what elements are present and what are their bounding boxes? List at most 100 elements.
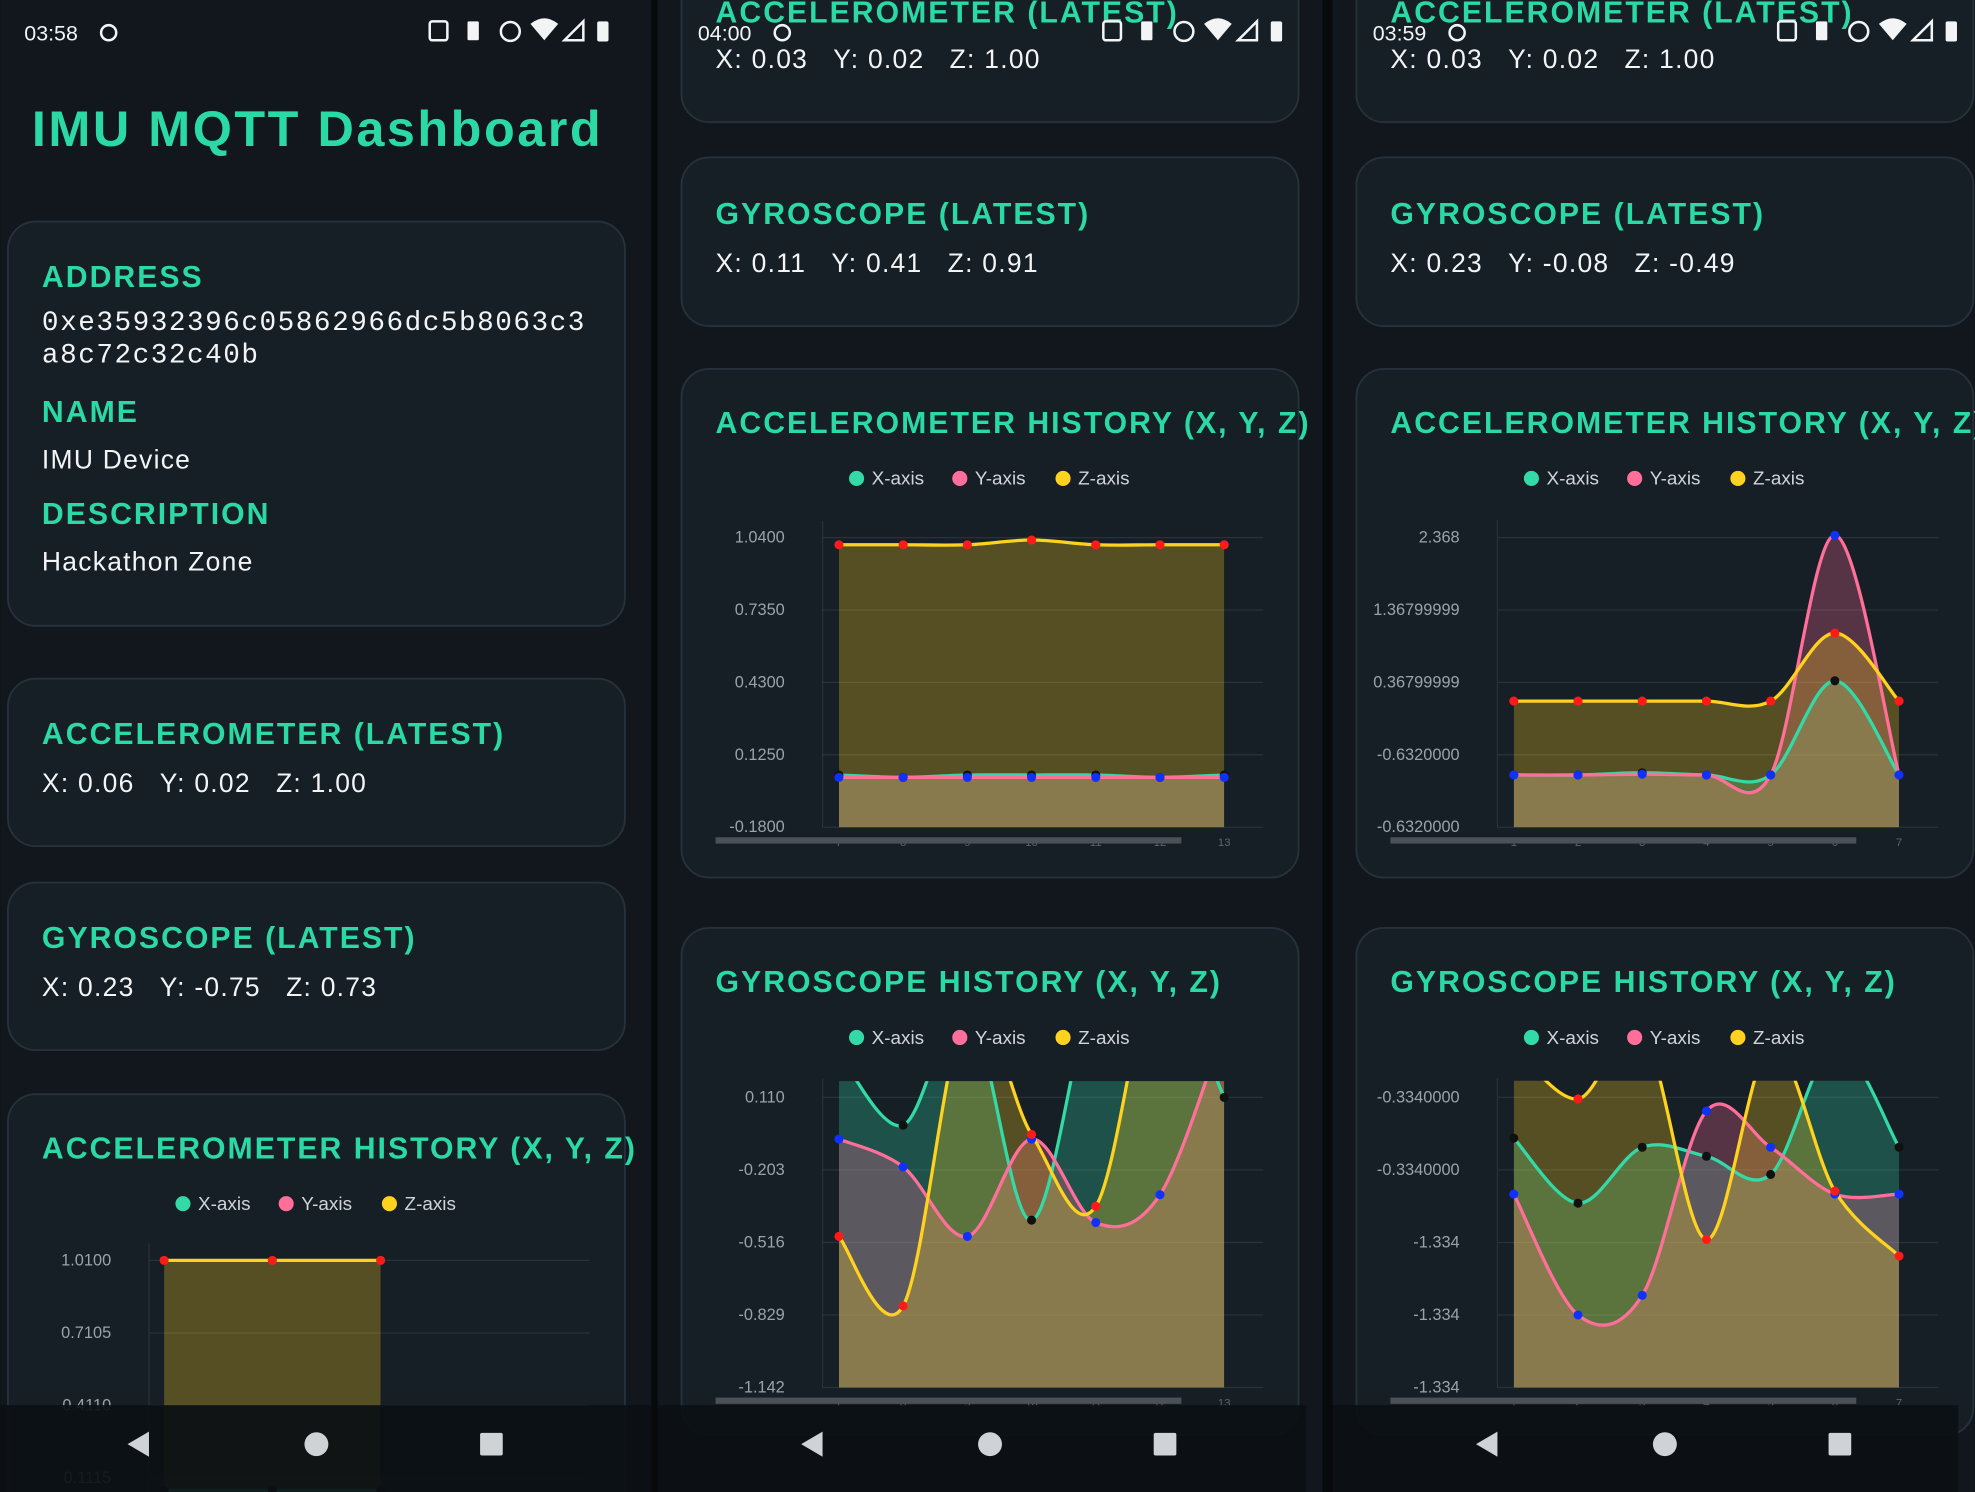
series-area: [838, 1081, 1225, 1388]
series-area: [838, 774, 1225, 828]
legend-swatch: [1523, 1029, 1539, 1046]
y-tick-label: 0.4300: [735, 673, 785, 691]
reading-value: Y: 0.02: [1508, 44, 1599, 74]
nav-recents[interactable]: [1828, 1432, 1852, 1456]
data-point: [1830, 676, 1840, 686]
data-point: [898, 540, 908, 550]
legend-swatch: [952, 1029, 968, 1046]
data-point: [1091, 772, 1101, 782]
status-dot: [99, 23, 118, 42]
scrollbar: [1390, 1397, 1857, 1404]
status-time: 03:59: [1373, 21, 1427, 45]
legend-label: Y-axis: [975, 1028, 1026, 1049]
card-title: GYROSCOPE (LATEST): [42, 922, 417, 955]
app-title: IMU MQTT Dashboard: [32, 100, 603, 157]
x-tick-label: 7: [1896, 1397, 1902, 1409]
separator: [651, 0, 658, 1492]
wifi-icon: [1878, 18, 1907, 41]
data-point: [1637, 1290, 1647, 1300]
nav-home[interactable]: [304, 1432, 329, 1457]
data-point: [1894, 1142, 1904, 1152]
data-point: [1637, 1142, 1647, 1152]
data-point: [1155, 1190, 1165, 1200]
legend-label: Z-axis: [1753, 1028, 1804, 1049]
y-tick-label: -1.334: [1413, 1233, 1459, 1251]
card: [6, 220, 626, 627]
data-point: [1637, 769, 1647, 779]
reading: X: 0.03 Y: 0.02 Z: 1.00: [716, 44, 1041, 74]
nfc-icon: [1776, 20, 1798, 42]
data-point: [1509, 696, 1519, 706]
data-point: [267, 1255, 277, 1265]
data-point: [1701, 1234, 1711, 1244]
nav-bar: [1332, 1405, 1959, 1492]
data-point: [1091, 1217, 1101, 1228]
plot-lines: [834, 1081, 1229, 1317]
series-area: [1513, 633, 1900, 828]
legend-label: Y-axis: [1650, 469, 1701, 490]
chart-title: ACCELEROMETER HISTORY (X, Y, Z): [1390, 407, 1975, 440]
nav-back[interactable]: [127, 1431, 149, 1457]
data-point: [834, 540, 844, 550]
chart-title: GYROSCOPE HISTORY (X, Y, Z): [1390, 966, 1896, 999]
reading-value: Y: -0.08: [1508, 248, 1609, 278]
data-point: [1509, 1133, 1519, 1143]
signal-icon: [1235, 18, 1259, 42]
x-tick-label: 7: [1896, 837, 1902, 849]
data-point: [1027, 1215, 1037, 1225]
nav-home[interactable]: [978, 1432, 1002, 1457]
reading-value: X: 0.06: [42, 768, 135, 798]
wifi-icon: [530, 18, 559, 41]
status-dot: [1448, 23, 1466, 42]
vibrate-icon: [1815, 21, 1828, 41]
card: [7, 1093, 626, 1492]
data-point: [834, 772, 844, 782]
data-point: [1091, 1201, 1101, 1211]
nav-recents[interactable]: [480, 1432, 503, 1456]
data-point: [898, 1120, 908, 1130]
data-point: [1766, 1142, 1776, 1152]
scrollbar: [1390, 837, 1857, 844]
legend-label: Y-axis: [975, 469, 1026, 490]
y-tick-label: 1.0400: [735, 529, 785, 547]
series-line: [1513, 533, 1901, 795]
data-point: [159, 1255, 169, 1265]
card: [6, 677, 626, 848]
chart-title: ACCELEROMETER HISTORY (X, Y, Z): [716, 407, 1311, 440]
series-area: [838, 540, 1225, 828]
data-point: [1509, 770, 1519, 780]
legend-swatch: [849, 470, 865, 487]
info-label: NAME: [42, 396, 139, 429]
reading: X: 0.23 Y: -0.08 Z: -0.49: [1390, 248, 1735, 278]
signal-icon: [1909, 18, 1934, 42]
chart-title: ACCELEROMETER HISTORY (X, Y, Z): [42, 1132, 637, 1165]
nav-back[interactable]: [1476, 1431, 1498, 1457]
reading-value: X: 0.23: [42, 972, 135, 1002]
y-tick-label: -1.334: [1413, 1306, 1459, 1324]
reading-value: Z: 1.00: [276, 768, 367, 798]
data-point: [1219, 1092, 1229, 1102]
plot-areas: [1513, 535, 1900, 828]
reading-value: X: 0.11: [716, 248, 807, 278]
nav-home[interactable]: [1652, 1432, 1677, 1457]
data-point: [1766, 696, 1776, 706]
legend-swatch: [1627, 470, 1643, 487]
data-point: [1573, 1094, 1583, 1104]
card-title: ACCELEROMETER (LATEST): [42, 718, 505, 751]
separator: [1322, 0, 1333, 1492]
data-point: [898, 772, 908, 782]
y-tick-label: 1.36799999: [1373, 601, 1459, 619]
nav-back[interactable]: [801, 1431, 823, 1457]
card-title: ACCELEROMETER (LATEST): [1390, 0, 1853, 30]
phone-panel: IMU MQTT Dashboard ADDRESS 0xe35932396c058…: [0, 18, 652, 1492]
data-point: [962, 772, 972, 782]
nav-recents[interactable]: [1153, 1432, 1177, 1456]
data-point: [1894, 1189, 1904, 1199]
card-title: ACCELEROMETER (LATEST): [716, 0, 1179, 30]
data-point: [1219, 540, 1229, 550]
series-area: [1513, 535, 1900, 828]
data-point: [962, 1231, 972, 1241]
data-point: [376, 1255, 386, 1265]
y-tick-label: -0.516: [738, 1233, 784, 1251]
